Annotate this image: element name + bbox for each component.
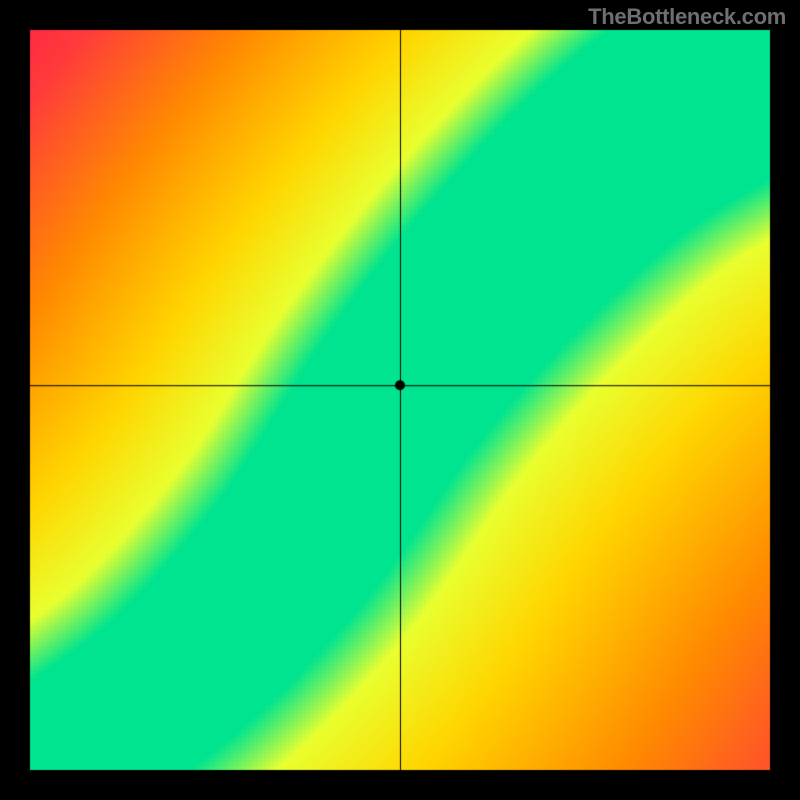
watermark-text: TheBottleneck.com [588,4,786,30]
chart-container: TheBottleneck.com [0,0,800,800]
bottleneck-heatmap [0,0,800,800]
